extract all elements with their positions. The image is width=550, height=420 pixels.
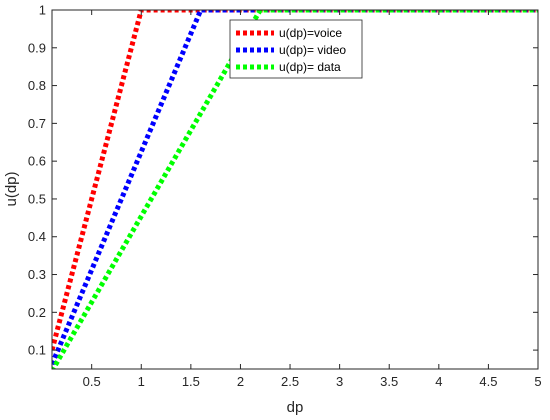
- legend: u(dp)=voice u(dp)= video u(dp)= data: [229, 19, 363, 79]
- y-tick-label: 0.1: [28, 343, 46, 358]
- y-tick-label: 0.7: [28, 116, 46, 131]
- x-tick-label: 1: [138, 374, 145, 389]
- y-tick-label: 0.4: [28, 229, 46, 244]
- x-tick-label: 4: [435, 374, 442, 389]
- y-tick-label: 0.8: [28, 78, 46, 93]
- x-axis-label: dp: [287, 399, 304, 416]
- y-tick-label: 0.2: [28, 305, 46, 320]
- x-tick-label: 4.5: [479, 374, 497, 389]
- y-tick-label: 0.3: [28, 267, 46, 282]
- y-axis-label: u(dp): [3, 171, 20, 206]
- y-tick-label: 0.9: [28, 40, 46, 55]
- x-tick-label: 2: [237, 374, 244, 389]
- legend-label-2: u(dp)= video: [279, 43, 346, 57]
- legend-label-1: u(dp)=voice: [279, 26, 342, 40]
- x-tick-label: 1.5: [182, 374, 200, 389]
- x-tick-label: 2.5: [281, 374, 299, 389]
- legend-label-3: u(dp)= data: [279, 60, 341, 74]
- tick-layer: 0.5 1 1.5 2 2.5 3 3.5 4 4.5 5 0.1 0.2 0.3 0.4 0.5 0.6 0.…: [28, 3, 542, 390]
- x-tick-label: 5: [534, 374, 541, 389]
- series-layer: [52, 10, 538, 369]
- plot-frame: [51, 9, 539, 370]
- x-tick-label: 0.5: [83, 374, 101, 389]
- x-tick-label: 3.5: [380, 374, 398, 389]
- y-tick-label: 0.5: [28, 191, 46, 206]
- series-line-2: [52, 10, 538, 366]
- y-tick-label: 1: [39, 3, 46, 18]
- y-tick-label: 0.6: [28, 154, 46, 169]
- x-tick-label: 3: [336, 374, 343, 389]
